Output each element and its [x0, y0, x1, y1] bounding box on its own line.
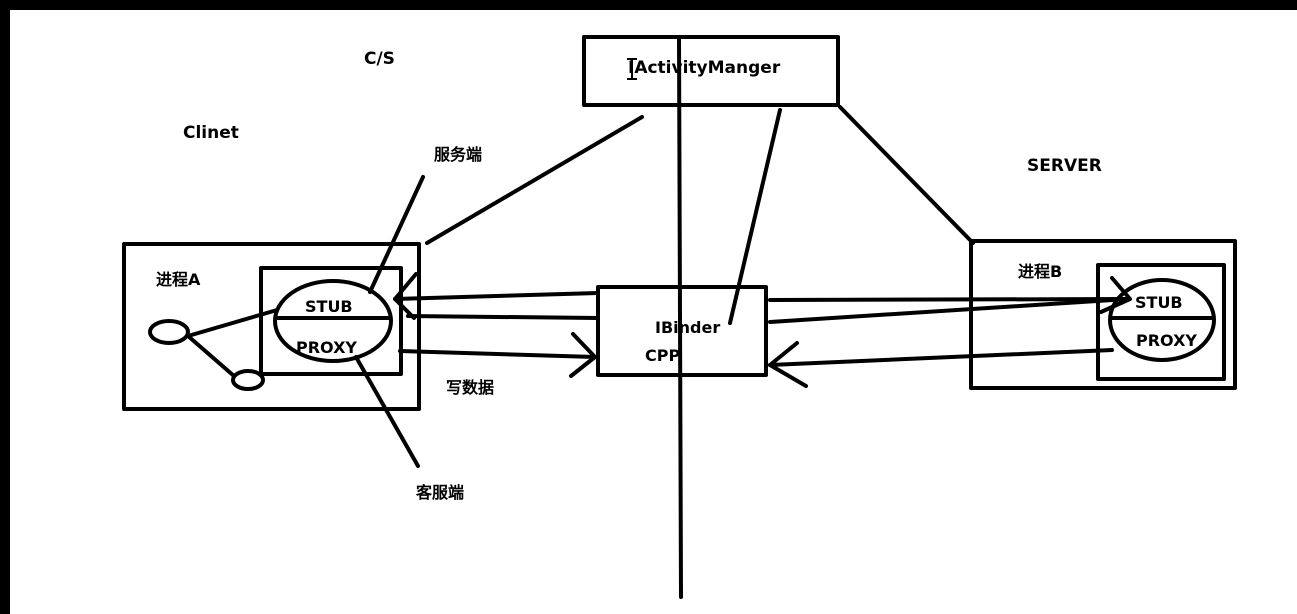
- write-data-label: 写数据: [446, 378, 494, 397]
- ibinder-arrowhead-right: [768, 341, 808, 388]
- cpp-label: CPP: [645, 346, 680, 365]
- stub-a-arrowhead: [393, 272, 418, 320]
- stub-a-label: STUB: [305, 297, 353, 316]
- activity-to-process-a-line: [425, 115, 644, 245]
- client-label: Clinet: [183, 123, 239, 143]
- ibinder-box: [596, 285, 768, 377]
- proxy-b-to-ibinder-line: [768, 348, 1114, 367]
- ibinder-label: IBinder: [655, 318, 720, 337]
- ibinder-to-stub-b-line-top: [768, 297, 1130, 302]
- ibinder-to-stub-a-line: [393, 291, 600, 301]
- proxy-a-label: PROXY: [296, 338, 357, 357]
- proxy-b-label: PROXY: [1136, 331, 1197, 350]
- stub-proxy-ellipse-b: [1108, 278, 1216, 362]
- small-ellipse-2: [231, 369, 265, 391]
- process-b-label: 进程B: [1018, 262, 1062, 281]
- ibinder-arrowhead-left: [569, 332, 597, 378]
- stub-proxy-ellipse-a: [273, 279, 393, 363]
- process-b-inner-box: [1096, 263, 1226, 381]
- client-side-label: 客服端: [416, 483, 464, 502]
- activity-to-process-b-line: [838, 105, 975, 245]
- process-b-box: [969, 239, 1237, 390]
- small-ellipse-1: [148, 319, 190, 345]
- stub-b-label: STUB: [1135, 293, 1183, 312]
- process-a-inner-box: [259, 266, 403, 376]
- text-cursor-icon: [627, 58, 637, 80]
- server-side-label: 服务端: [434, 145, 482, 164]
- activity-manager-box: [582, 35, 840, 107]
- stub-b-arrowhead: [1099, 276, 1132, 314]
- proxy-a-to-ibinder-line: [398, 349, 597, 359]
- process-a-box: [122, 242, 421, 411]
- handset-line-1: [186, 308, 279, 338]
- handset-line-2: [186, 334, 236, 378]
- server-side-pointer: [368, 175, 425, 294]
- drawing-area: [10, 10, 1297, 614]
- stub-a-return-line: [406, 314, 600, 320]
- client-side-pointer: [354, 355, 420, 468]
- ibinder-to-stub-b-line: [768, 297, 1130, 324]
- server-label: SERVER: [1027, 156, 1102, 176]
- vertical-divider-line: [677, 35, 683, 599]
- activity-manager-label: IActivityManger: [628, 58, 781, 78]
- process-a-label: 进程A: [156, 270, 201, 289]
- activity-to-ibinder-line: [728, 108, 782, 325]
- cs-label: C/S: [364, 49, 395, 69]
